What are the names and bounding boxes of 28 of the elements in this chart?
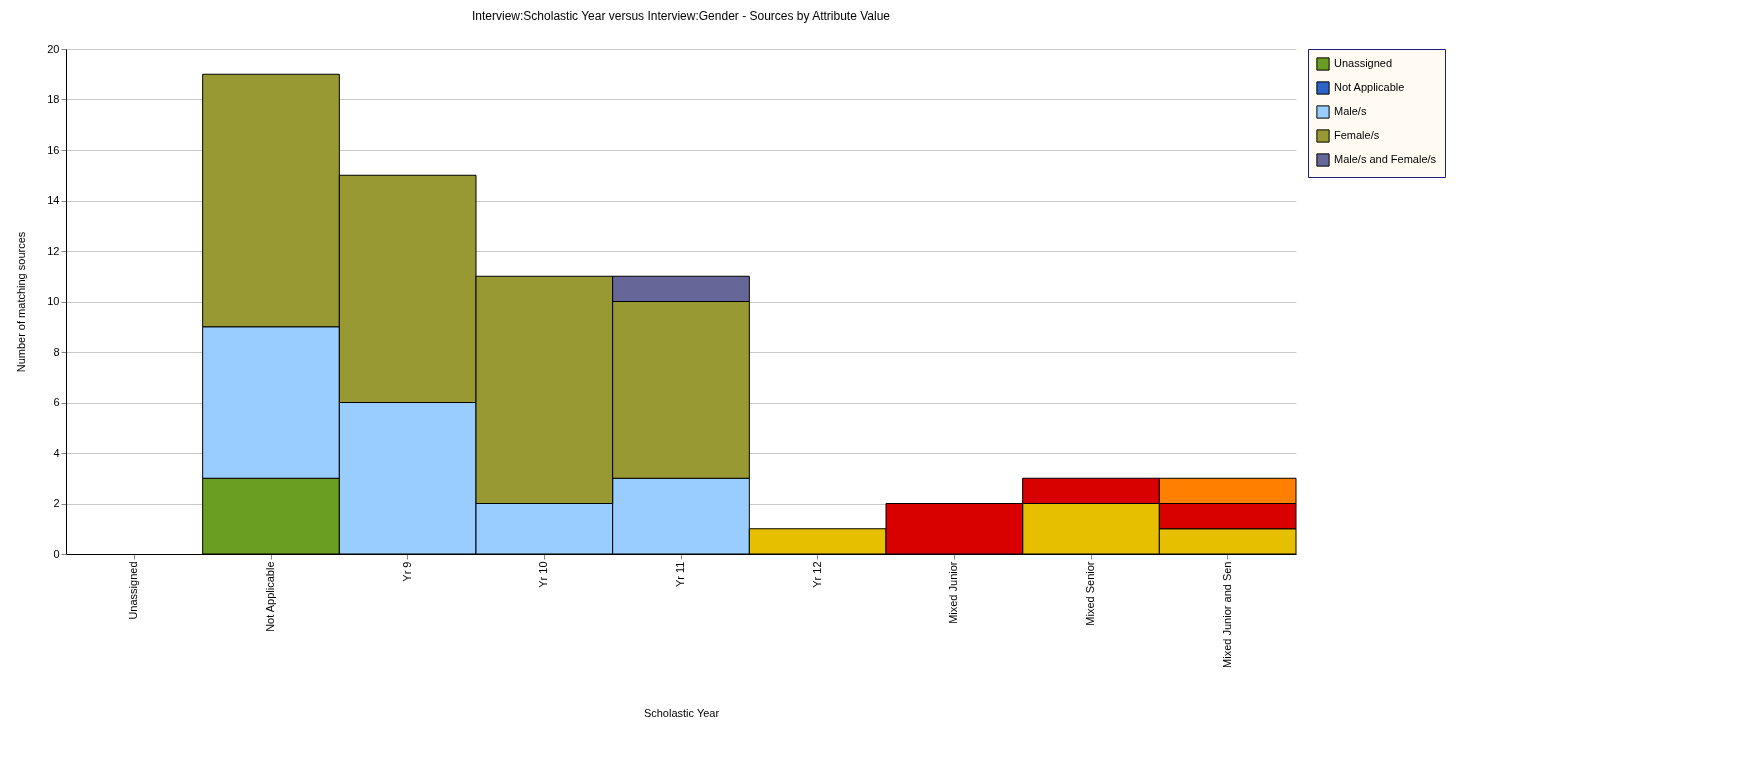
y-tick-label: 8 xyxy=(53,345,60,358)
x-axis-title: Scholastic Year xyxy=(643,706,720,719)
x-tick-label: Yr 11 xyxy=(674,561,686,587)
chart-title: Interview:Scholastic Year versus Interview:Gender - Sources by Attribute Value xyxy=(472,9,891,23)
y-tick-label: 2 xyxy=(53,497,60,509)
x-tick-label: Unassigned xyxy=(127,561,140,620)
y-tick-label: 10 xyxy=(47,295,60,307)
y-tick-label: 12 xyxy=(47,244,60,257)
legend-label: Not Applicable xyxy=(1334,81,1405,93)
y-tick-label: 14 xyxy=(47,194,60,206)
x-tick-label: Yr 10 xyxy=(537,561,550,588)
x-tick-label: Mixed Senior xyxy=(1084,561,1096,626)
y-axis-title: Number of matching sources xyxy=(15,231,28,373)
legend-label: Unassigned xyxy=(1334,57,1393,69)
y-tick-label: 4 xyxy=(53,446,60,459)
x-tick-label: Not Applicable xyxy=(264,561,276,632)
x-tick-label: Mixed Junior and Sen xyxy=(1220,561,1233,668)
x-tick-label: Mixed Junior xyxy=(947,561,960,624)
x-tick-label: Yr 12 xyxy=(810,561,823,588)
y-tick-label: 6 xyxy=(53,396,60,408)
y-tick-label: 20 xyxy=(47,42,60,55)
x-tick-label: Yr 9 xyxy=(400,561,413,582)
legend-label: Male/s and Female/s xyxy=(1334,153,1437,165)
y-tick-label: 18 xyxy=(47,93,60,105)
y-tick-label: 16 xyxy=(47,143,60,156)
legend-label: Female/s xyxy=(1334,129,1380,141)
legend-label: Male/s xyxy=(1334,105,1367,117)
y-tick-label: 0 xyxy=(53,547,60,560)
